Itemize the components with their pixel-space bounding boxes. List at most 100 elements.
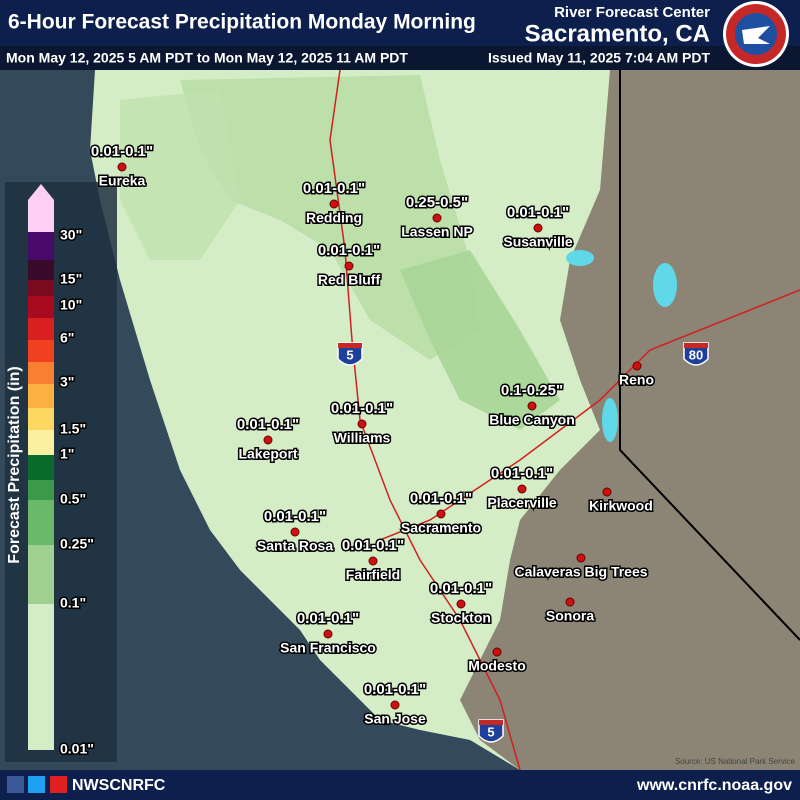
highway-number: 80 [689, 347, 703, 362]
legend-label: 0.01" [60, 741, 94, 757]
legend-label: 1" [60, 446, 74, 462]
legend-band [28, 280, 54, 296]
legend-label: 30" [60, 227, 82, 243]
facebook-icon[interactable] [7, 776, 24, 793]
legend-band [28, 384, 54, 408]
legend-label: 15" [60, 271, 82, 287]
city-name: Susanville [503, 234, 572, 250]
city-name: Fairfield [346, 567, 400, 583]
legend-band [28, 408, 54, 430]
footer-bar [0, 770, 800, 800]
legend-band [28, 340, 54, 362]
precip-amount: 0.01-0.1" [91, 143, 153, 160]
city-dot [323, 629, 333, 639]
city-dot [632, 361, 642, 371]
precip-amount: 0.01-0.1" [318, 242, 380, 259]
legend-band [28, 232, 54, 260]
city-dot [432, 213, 442, 223]
legend-label: 0.25" [60, 536, 94, 552]
places: Eureka 0.01-0.1" Redding 0.01-0.1" Lassen NP… [89, 141, 709, 743]
city-name: Redding [306, 210, 362, 226]
legend-label: 1.5" [60, 421, 86, 437]
city-dot [602, 487, 612, 497]
source: Source: US National Park Service [675, 757, 796, 766]
terrain [460, 70, 800, 770]
legend: 30" 15" 10" 6" 3" 1.5" 1" 0.5" 0.25" 0.1" 0.01" [28, 184, 95, 758]
city-dot [436, 509, 446, 519]
lake [653, 263, 677, 307]
precip-amount: 0.01-0.1" [410, 490, 472, 507]
city-dot [357, 419, 367, 429]
lake [566, 250, 594, 266]
social-handle[interactable]: NWSCNRFC [72, 777, 166, 794]
precip-amount: 0.01-0.1" [430, 580, 492, 597]
city-name: San Francisco [280, 640, 376, 656]
city-name: Modesto [468, 658, 526, 674]
youtube-icon[interactable] [50, 776, 67, 793]
precip-amount: 0.01-0.1" [264, 508, 326, 525]
period: Mon May 12, 2025 5 AM PDT to Mon May 12,… [6, 50, 408, 66]
highway-number: 5 [346, 347, 353, 362]
city-name: San Jose [364, 711, 426, 727]
city-name: Reno [619, 372, 654, 388]
city-name: Santa Rosa [257, 538, 333, 554]
legend-band [28, 500, 54, 545]
city-name: Kirkwood [589, 498, 653, 514]
city-dot [527, 401, 537, 411]
city-dot [290, 527, 300, 537]
subheader-bar [0, 46, 800, 70]
legend-band [28, 260, 54, 280]
legend-band [28, 455, 54, 480]
city-dot [565, 597, 575, 607]
legend-label: 6" [60, 330, 74, 346]
highway-shield [337, 342, 363, 366]
legend-band [28, 318, 54, 340]
shield-top [479, 720, 503, 725]
city-name: Williams [334, 430, 391, 446]
twitter-icon[interactable] [28, 776, 45, 793]
precip-amount: 0.01-0.1" [331, 400, 393, 417]
legend-band [28, 545, 54, 604]
legend-panel [5, 182, 117, 762]
legend-band [28, 200, 54, 232]
city-dot [344, 261, 354, 271]
city-name: Lassen NP [401, 224, 473, 240]
noaa-logo [723, 1, 789, 67]
precip-amount: 0.01-0.1" [364, 681, 426, 698]
header-bar [0, 0, 800, 46]
city-dot [263, 435, 273, 445]
city-dot [390, 700, 400, 710]
legend-label: 0.1" [60, 595, 86, 611]
legend-label: 3" [60, 374, 74, 390]
city-name: Calaveras Big Trees [514, 564, 647, 580]
city-name: Stockton [431, 610, 491, 626]
state-border [619, 70, 800, 641]
legend-band [28, 480, 54, 500]
precip-amount: 0.01-0.1" [491, 465, 553, 482]
city-dot [329, 199, 339, 209]
highways [329, 69, 800, 771]
legend-band [28, 296, 54, 318]
precip-area [400, 250, 560, 430]
legend-label: 10" [60, 297, 82, 313]
city-dot [533, 223, 543, 233]
office: Sacramento, CA [525, 20, 710, 47]
city-name: Red Bluff [318, 272, 381, 288]
city-name: Placerville [487, 495, 556, 511]
city-name: Sacramento [401, 520, 481, 536]
city-dot [456, 599, 466, 609]
precip-area [120, 90, 240, 260]
city-dot [368, 556, 378, 566]
legend-title: Forecast Precipitation (in) [6, 366, 23, 563]
city-name: Sonora [546, 608, 594, 624]
city-name: Eureka [99, 173, 146, 189]
highway-shield [683, 342, 709, 366]
precip-amount: 0.1-0.25" [501, 382, 563, 399]
highway-number: 5 [487, 724, 494, 739]
city-dot [517, 484, 527, 494]
precip-amount: 0.25-0.5" [406, 194, 468, 211]
legend-arrow [28, 184, 54, 200]
url[interactable]: www.cnrfc.noaa.gov [636, 777, 792, 794]
precip-amount: 0.01-0.1" [303, 180, 365, 197]
legend-band [28, 362, 54, 384]
